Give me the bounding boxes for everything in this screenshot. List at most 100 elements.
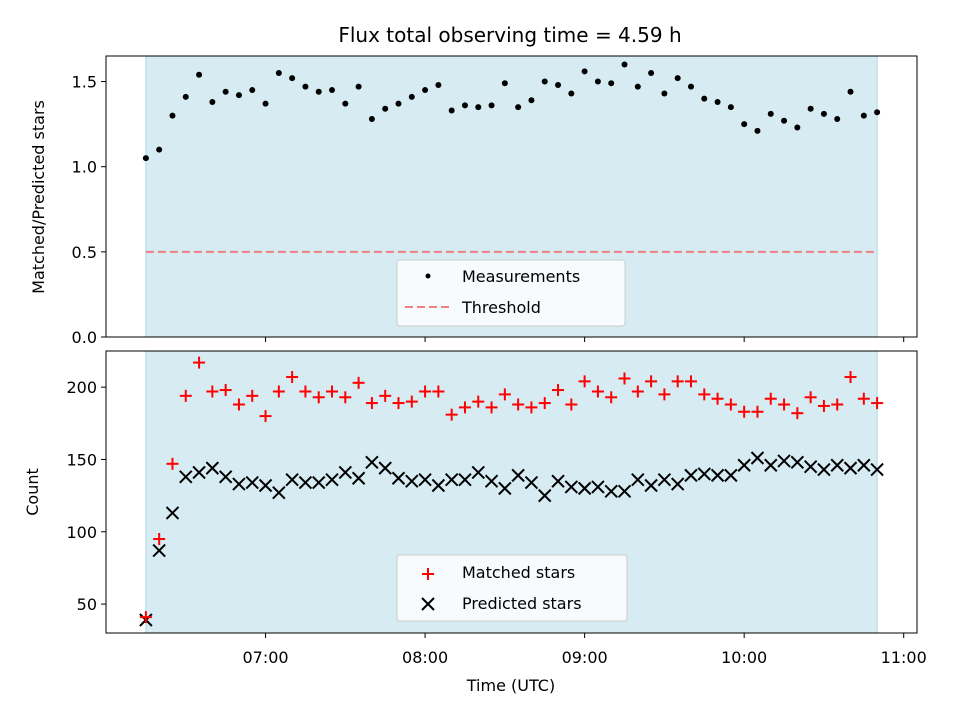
predicted-star-point: [272, 486, 286, 500]
chart-title: Flux total observing time = 4.59 h: [338, 23, 681, 47]
matched-star-point: [512, 398, 525, 411]
measurement-point: [329, 87, 336, 94]
matched-star-point: [658, 388, 671, 401]
top-x-ticks: [265, 337, 905, 342]
predicted-star-point: [205, 461, 220, 475]
measurement-point: [235, 92, 242, 99]
measurement-point: [515, 104, 522, 111]
predicted-star-point: [484, 474, 499, 488]
matched-star-point: [578, 375, 591, 388]
predicted-mark-stroke: [697, 467, 711, 481]
predicted-star-point: [418, 473, 432, 487]
predicted-mark-stroke: [538, 488, 552, 503]
measurement-point: [222, 88, 229, 95]
measurement-point: [781, 117, 788, 124]
predicted-star-point: [458, 473, 472, 487]
measurement-point: [382, 105, 389, 112]
predicted-star-point: [657, 473, 672, 487]
predicted-star-point: [817, 462, 831, 477]
bottom-y-tick-label: 100: [66, 523, 97, 542]
measurement-point: [687, 83, 694, 90]
predicted-star-point: [577, 481, 592, 496]
matched-star-point: [432, 385, 445, 398]
measurement-point: [475, 104, 482, 111]
predicted-mark-stroke: [351, 471, 366, 485]
top-y-tick-label: 1.5: [72, 73, 97, 92]
predicted-star-point: [325, 473, 339, 487]
predicted-star-point: [790, 455, 805, 470]
predicted-mark-stroke: [830, 458, 844, 472]
measurement-point: [315, 88, 322, 95]
matched-star-point: [259, 410, 272, 423]
measurement-point: [182, 93, 189, 100]
predicted-mark-stroke: [444, 473, 459, 487]
matched-star-point: [857, 392, 870, 405]
predicted-star-point: [870, 462, 884, 477]
predicted-mark-stroke: [684, 468, 698, 483]
matched-star-point: [286, 371, 299, 384]
matched-star-point: [365, 397, 378, 410]
predicted-mark-stroke: [338, 465, 353, 480]
predicted-mark-stroke: [670, 477, 685, 491]
predicted-star-point: [312, 475, 326, 490]
matched-star-point: [817, 399, 830, 412]
predicted-star-point: [285, 473, 299, 487]
predicted-mark-stroke: [577, 481, 592, 496]
predicted-mark-stroke: [657, 473, 672, 487]
predicted-mark-stroke: [458, 473, 472, 487]
predicted-star-point: [604, 484, 618, 498]
measurement-point: [461, 102, 468, 109]
matched-star-point: [791, 407, 804, 420]
x-tick-label: 10:00: [721, 648, 767, 667]
predicted-mark-stroke: [179, 470, 193, 484]
matched-star-point: [485, 401, 498, 414]
matched-star-point: [153, 533, 166, 545]
measurements-legend-marker: [425, 273, 431, 279]
measurement-point: [594, 78, 601, 85]
matched-star-point: [498, 388, 511, 401]
matched-star-point: [671, 375, 684, 388]
predicted-mark-stroke: [524, 475, 539, 490]
measurement-point: [275, 70, 282, 77]
predicted-star-point: [405, 474, 419, 488]
matched-star-point: [166, 457, 179, 470]
x-tick-label: 08:00: [402, 648, 448, 667]
predicted-mark-stroke: [245, 475, 259, 490]
matched-legend-label: Matched stars: [462, 563, 575, 582]
measurements-legend-label: Measurements: [462, 267, 580, 286]
measurement-point: [701, 95, 708, 102]
predicted-mark-stroke: [750, 451, 765, 465]
matched-star-point: [871, 397, 884, 410]
matched-star-point: [419, 385, 432, 398]
predicted-star-point: [498, 481, 512, 496]
bottom-x-ticks: 07:00 08:00 09:00 10:00 11:00: [242, 633, 927, 667]
measurement-point: [289, 75, 296, 82]
predicted-star-point: [511, 468, 525, 483]
matched-star-point: [552, 384, 565, 397]
matched-star-point: [724, 398, 737, 411]
predicted-star-point: [165, 506, 180, 520]
measurement-point: [262, 100, 269, 107]
measurement-point: [608, 80, 615, 87]
predicted-star-point: [152, 543, 166, 558]
predicted-mark-stroke: [484, 474, 499, 488]
predicted-star-point: [724, 468, 738, 483]
top-legend: Measurements Threshold: [396, 259, 626, 327]
predicted-mark-stroke: [817, 462, 831, 477]
predicted-mark-stroke: [285, 473, 299, 487]
measurement-point: [422, 87, 429, 94]
predicted-star-point: [378, 461, 392, 475]
predicted-star-point: [843, 461, 858, 475]
top-legend-box: [396, 259, 626, 327]
predicted-star-point: [777, 454, 791, 468]
top-y-tick-label: 0.0: [72, 328, 97, 347]
predicted-mark-stroke: [312, 475, 326, 490]
matched-star-point: [764, 392, 777, 405]
bottom-y-tick-label: 200: [66, 378, 97, 397]
matched-star-point: [379, 389, 392, 402]
predicted-mark-stroke: [631, 473, 645, 487]
predicted-mark-stroke: [710, 468, 725, 483]
measurement-point: [807, 105, 814, 112]
predicted-legend-marker: [421, 597, 435, 611]
predicted-star-point: [179, 470, 193, 484]
